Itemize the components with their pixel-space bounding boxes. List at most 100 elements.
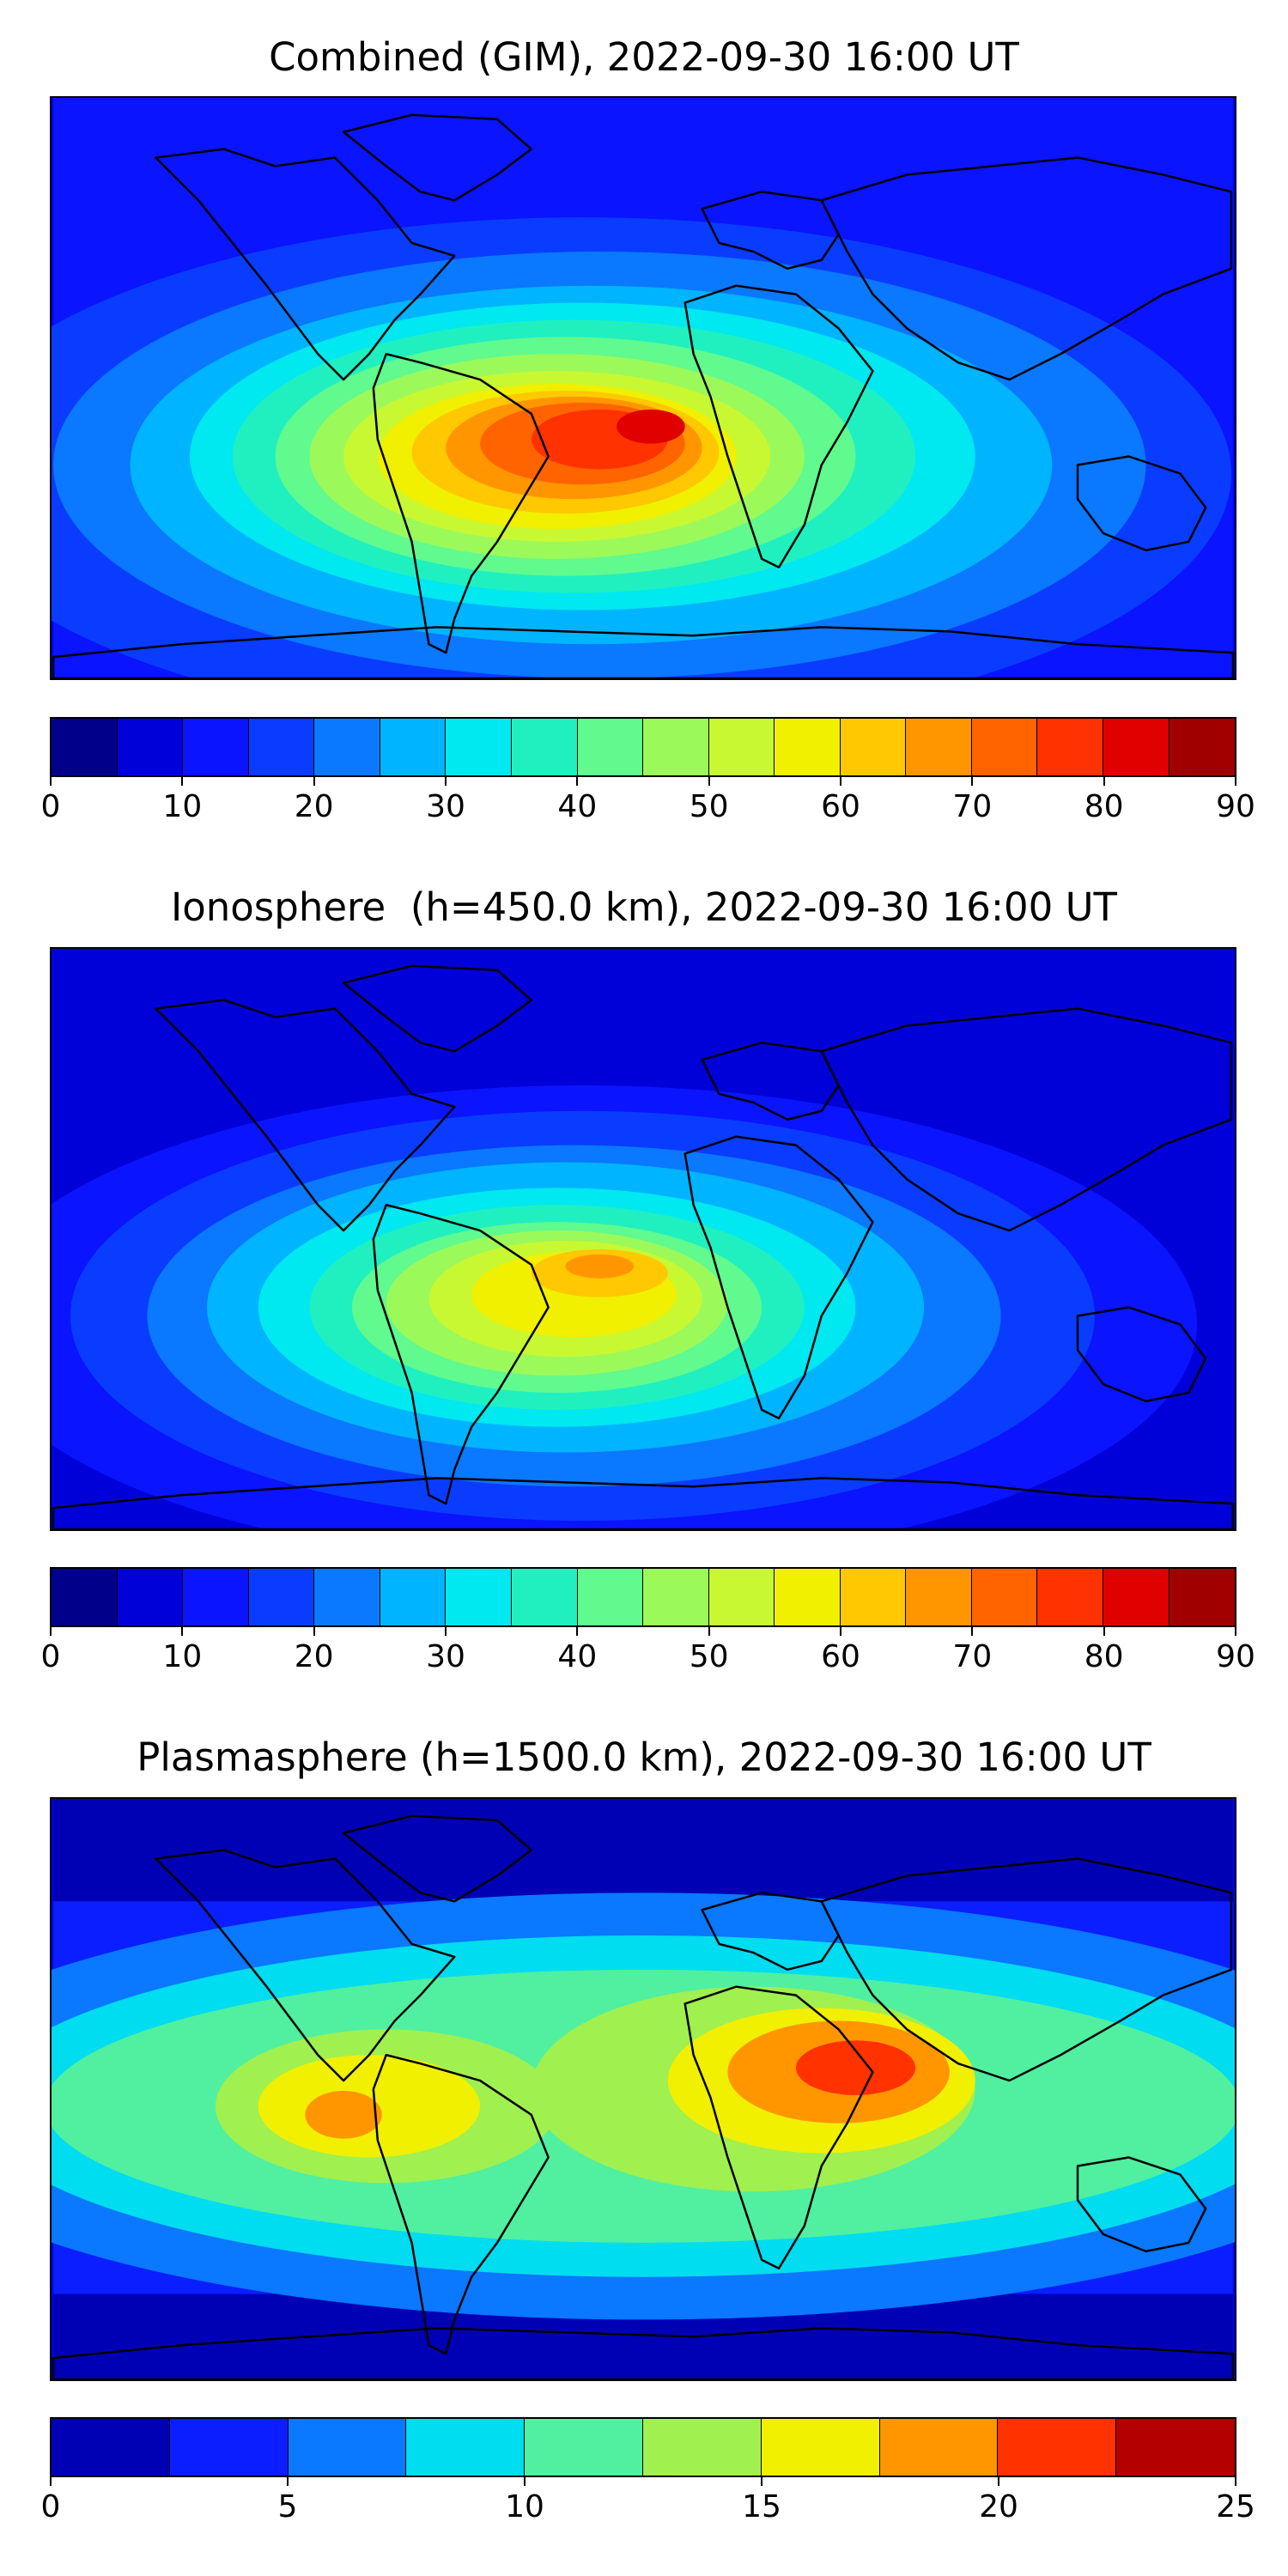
contour-level xyxy=(795,2040,916,2095)
colorbar-segment xyxy=(1103,719,1170,775)
colorbar-tick-label: 20 xyxy=(294,1639,334,1674)
colorbar-segment xyxy=(52,719,118,775)
colorbar-tick-label: 5 xyxy=(277,2489,298,2524)
coastline xyxy=(683,284,874,569)
colorbar-tick-label: 10 xyxy=(162,789,203,824)
colorbar-tick xyxy=(313,1627,315,1636)
colorbar-tick-label: 0 xyxy=(40,789,61,824)
colorbar-segment xyxy=(248,1569,315,1625)
colorbar-segment xyxy=(642,2419,762,2476)
colorbar-segment xyxy=(52,2419,170,2476)
colorbar-segment xyxy=(1116,2419,1235,2476)
colorbar-tick xyxy=(840,1627,841,1636)
colorbar-segment xyxy=(708,719,775,775)
colorbar-tick-label: 20 xyxy=(294,789,334,824)
colorbar-segment xyxy=(1103,1569,1170,1625)
colorbar-tick-label: 30 xyxy=(426,789,465,824)
colorbar-segment xyxy=(775,1569,841,1625)
colorbar-tick xyxy=(840,777,841,786)
colorbar-segment xyxy=(511,1569,578,1625)
contour-level xyxy=(305,2090,382,2139)
colorbar-segment xyxy=(169,2419,289,2476)
colorbar-tick-label: 50 xyxy=(689,789,729,824)
colorbar-tick xyxy=(971,1627,974,1636)
coastline xyxy=(372,2053,550,2355)
panel-1-colorbar-ticks: 0 10 20 30 40 50 60 70 80 90 xyxy=(41,777,1255,829)
coastline xyxy=(52,2327,1235,2379)
colorbar-segment xyxy=(840,1569,907,1625)
colorbar-tick xyxy=(1103,1627,1105,1636)
colorbar-segment xyxy=(1037,719,1103,775)
colorbar-segment xyxy=(971,719,1038,775)
coastline xyxy=(155,999,456,1232)
colorbar-segment xyxy=(998,2419,1117,2476)
map-field-svg xyxy=(52,949,1235,1529)
coastline xyxy=(701,1892,840,1971)
colorbar-tick xyxy=(445,777,447,786)
coastline xyxy=(820,156,1233,381)
colorbar-tick xyxy=(576,1627,579,1636)
colorbar-segment xyxy=(577,1569,644,1625)
coastline xyxy=(701,191,840,270)
colorbar-tick-label: 60 xyxy=(821,1639,860,1674)
colorbar-tick-label: 10 xyxy=(505,2489,544,2524)
coastline xyxy=(1076,1306,1207,1403)
colorbar-segment xyxy=(775,719,841,775)
map-field-svg xyxy=(52,1799,1235,2379)
coastline xyxy=(155,1849,456,2082)
colorbar-tick xyxy=(524,2477,526,2486)
colorbar-tick-label: 20 xyxy=(979,2489,1018,2524)
colorbar-segment xyxy=(446,719,512,775)
colorbar-tick xyxy=(1103,777,1105,786)
colorbar-tick xyxy=(998,2477,999,2486)
coastline xyxy=(342,113,533,202)
panel-1-colorbar xyxy=(50,717,1236,777)
colorbar-tick-label: 60 xyxy=(821,789,860,824)
colorbar-tick-label: 90 xyxy=(1216,1639,1255,1674)
panel-3-title: Plasmasphere (h=1500.0 km), 2022-09-30 1… xyxy=(137,1735,1151,1780)
coastline xyxy=(820,1007,1233,1232)
colorbar-tick-label: 80 xyxy=(1084,789,1124,824)
panel-2-title: Ionosphere (h=450.0 km), 2022-09-30 16:0… xyxy=(170,884,1118,930)
colorbar-tick-label: 70 xyxy=(952,789,993,824)
colorbar-tick xyxy=(971,777,974,786)
colorbar-segment xyxy=(380,1569,447,1625)
contour-level xyxy=(617,409,685,444)
colorbar-segment xyxy=(314,719,380,775)
map-field-svg xyxy=(52,98,1235,678)
colorbar-segment xyxy=(446,1569,512,1625)
colorbar-segment xyxy=(525,2419,643,2476)
coastline xyxy=(342,1814,533,1903)
colorbar-tick xyxy=(576,777,579,786)
colorbar-tick-label: 40 xyxy=(557,1639,598,1674)
colorbar-segment xyxy=(840,719,907,775)
colorbar-segment xyxy=(511,719,578,775)
colorbar-segment xyxy=(761,2419,880,2476)
colorbar-segment xyxy=(1037,1569,1103,1625)
colorbar-tick xyxy=(1235,1627,1236,1636)
colorbar-tick-label: 80 xyxy=(1084,1639,1124,1674)
colorbar-segment xyxy=(183,719,249,775)
colorbar-segment xyxy=(406,2419,526,2476)
colorbar-tick xyxy=(1235,2477,1236,2486)
colorbar-tick-label: 0 xyxy=(40,2489,61,2524)
colorbar-tick-label: 10 xyxy=(162,1639,203,1674)
colorbar-tick xyxy=(287,2477,289,2486)
colorbar-tick-label: 25 xyxy=(1216,2489,1255,2524)
panel-2-colorbar-ticks: 0 10 20 30 40 50 60 70 80 90 xyxy=(41,1627,1255,1679)
panel-3-map xyxy=(50,1797,1236,2381)
colorbar-segment xyxy=(906,1569,972,1625)
colorbar-tick xyxy=(50,777,52,786)
contour-level xyxy=(565,1254,635,1279)
colorbar-tick xyxy=(708,1627,710,1636)
coastline xyxy=(372,1203,550,1505)
colorbar-tick xyxy=(708,777,710,786)
colorbar-segment xyxy=(577,719,644,775)
colorbar-tick xyxy=(50,2477,52,2486)
coastline xyxy=(372,352,550,654)
panel-1-map xyxy=(50,96,1236,680)
colorbar-segment xyxy=(643,1569,709,1625)
panel-3-colorbar-ticks: 0 5 10 15 20 25 xyxy=(41,2477,1255,2529)
coastline xyxy=(683,1135,874,1420)
